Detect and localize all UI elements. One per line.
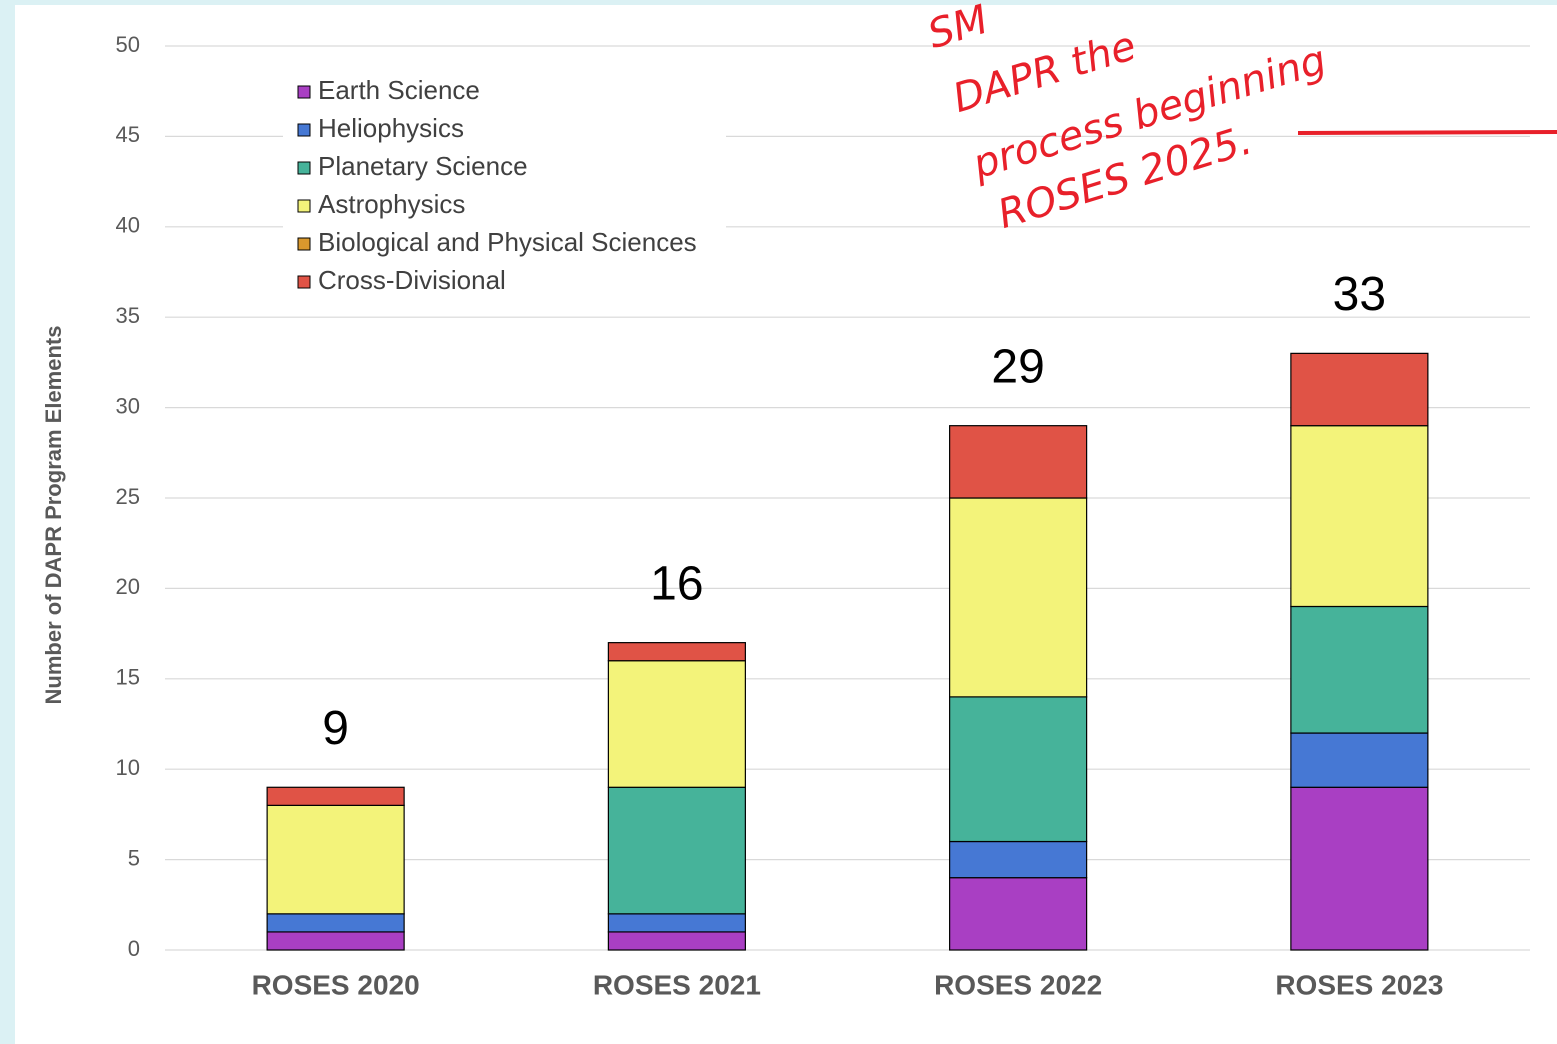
legend-swatch — [297, 237, 311, 251]
bar-segment — [1290, 786, 1429, 951]
y-tick-label: 15 — [116, 665, 140, 690]
legend-label: Heliophysics — [318, 113, 464, 143]
bar-segment — [607, 642, 746, 662]
bar-segment — [607, 913, 746, 933]
legend-box — [283, 72, 726, 302]
y-tick-label: 35 — [116, 303, 140, 328]
bar-segment — [1290, 425, 1429, 608]
y-tick-label: 5 — [128, 845, 140, 870]
legend-label: Biological and Physical Sciences — [318, 227, 697, 257]
bar-segment — [266, 913, 405, 933]
legend-swatch — [297, 123, 311, 137]
bar-segment — [607, 931, 746, 951]
bar-segment — [949, 877, 1088, 951]
y-tick-label: 40 — [116, 213, 140, 238]
legend-swatch — [297, 85, 311, 99]
y-tick-label: 0 — [128, 936, 140, 961]
bar-segment — [1290, 605, 1429, 734]
bar-segment — [1290, 732, 1429, 788]
y-axis-label: Number of DAPR Program Elements — [41, 326, 66, 705]
bar-segment — [266, 804, 405, 915]
total-label: 16 — [650, 557, 703, 610]
legend-label: Planetary Science — [318, 151, 528, 181]
bar-segment — [949, 497, 1088, 698]
x-tick-label: ROSES 2021 — [593, 969, 761, 1000]
y-tick-label: 30 — [116, 393, 140, 418]
legend-label: Cross-Divisional — [318, 265, 506, 295]
bar-segment — [949, 696, 1088, 843]
legend-label: Earth Science — [318, 75, 480, 105]
bar-segment — [266, 786, 405, 806]
y-tick-label: 20 — [116, 574, 140, 599]
annotation-line — [1297, 130, 1557, 135]
x-tick-label: ROSES 2020 — [252, 969, 420, 1000]
y-tick-label: 45 — [116, 122, 140, 147]
y-tick-label: 10 — [116, 755, 140, 780]
bar-segment — [1290, 352, 1429, 427]
bar-segment — [949, 425, 1088, 499]
legend-swatch — [297, 161, 311, 175]
bar-segment — [266, 931, 405, 951]
x-tick-label: ROSES 2022 — [934, 969, 1102, 1000]
bar-segment — [607, 660, 746, 788]
x-tick-label: ROSES 2023 — [1275, 969, 1443, 1000]
legend-swatch — [297, 275, 311, 289]
total-label: 9 — [322, 702, 349, 755]
y-tick-label: 25 — [116, 484, 140, 509]
bar-segment — [949, 840, 1088, 879]
total-label: 29 — [991, 340, 1044, 393]
legend-swatch — [297, 199, 311, 213]
legend-label: Astrophysics — [318, 189, 465, 219]
total-label: 33 — [1333, 268, 1386, 321]
y-tick-label: 50 — [116, 32, 140, 57]
bar-segment — [607, 786, 746, 915]
